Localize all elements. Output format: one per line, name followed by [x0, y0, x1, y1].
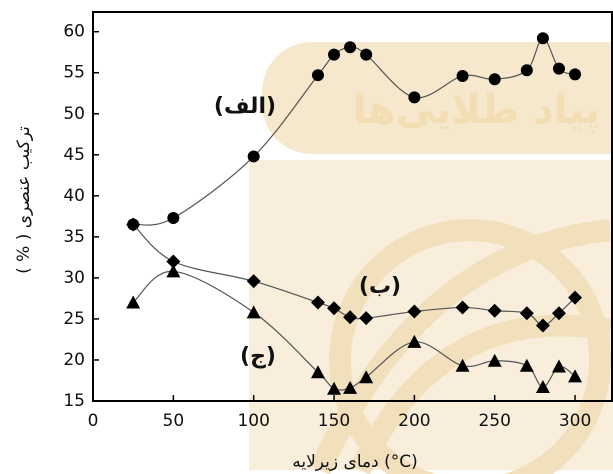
point	[537, 32, 549, 44]
watermark: پیاد طلایی‌ها	[353, 87, 600, 133]
y-tick-label: 45	[63, 145, 85, 165]
y-tick-label: 20	[63, 350, 85, 370]
x-tick-label: 0	[88, 411, 99, 431]
series-label: (ب)	[359, 274, 401, 299]
x-tick-label: 100	[237, 411, 269, 431]
point	[166, 264, 180, 277]
x-axis-label: دمای زیرلایه (°C)	[292, 452, 417, 472]
y-tick-label: 40	[63, 186, 85, 206]
y-tick-label: 60	[63, 22, 85, 42]
y-tick-label: 50	[63, 104, 85, 124]
y-tick-label: 55	[63, 63, 85, 83]
point	[360, 49, 372, 61]
point	[312, 69, 324, 81]
point	[553, 63, 565, 75]
y-tick-label: 25	[63, 309, 85, 329]
y-axis-label: ( % ) ترکیب عنصری	[14, 126, 34, 274]
point	[569, 68, 581, 80]
x-tick-label: 200	[398, 411, 430, 431]
point	[248, 150, 260, 162]
point	[489, 73, 501, 85]
point	[328, 49, 340, 61]
point	[167, 212, 179, 224]
page: پیاد طلایی‌ها دمای زیرلایه (°C) ( % ) تر…	[0, 0, 613, 474]
y-tick-label: 15	[63, 391, 85, 411]
point	[408, 91, 420, 103]
point	[344, 41, 356, 53]
y-tick-label: 30	[63, 268, 85, 288]
point	[521, 64, 533, 76]
chart: پیاد طلایی‌ها دمای زیرلایه (°C) ( % ) تر…	[0, 0, 613, 474]
point	[457, 70, 469, 82]
x-tick-label: 50	[163, 411, 185, 431]
x-tick-label: 150	[318, 411, 350, 431]
x-tick-label: 250	[478, 411, 510, 431]
series-label: (الف)	[214, 94, 276, 119]
series-label: (ج)	[240, 344, 276, 369]
x-tick-label: 300	[559, 411, 591, 431]
y-tick-label: 35	[63, 227, 85, 247]
